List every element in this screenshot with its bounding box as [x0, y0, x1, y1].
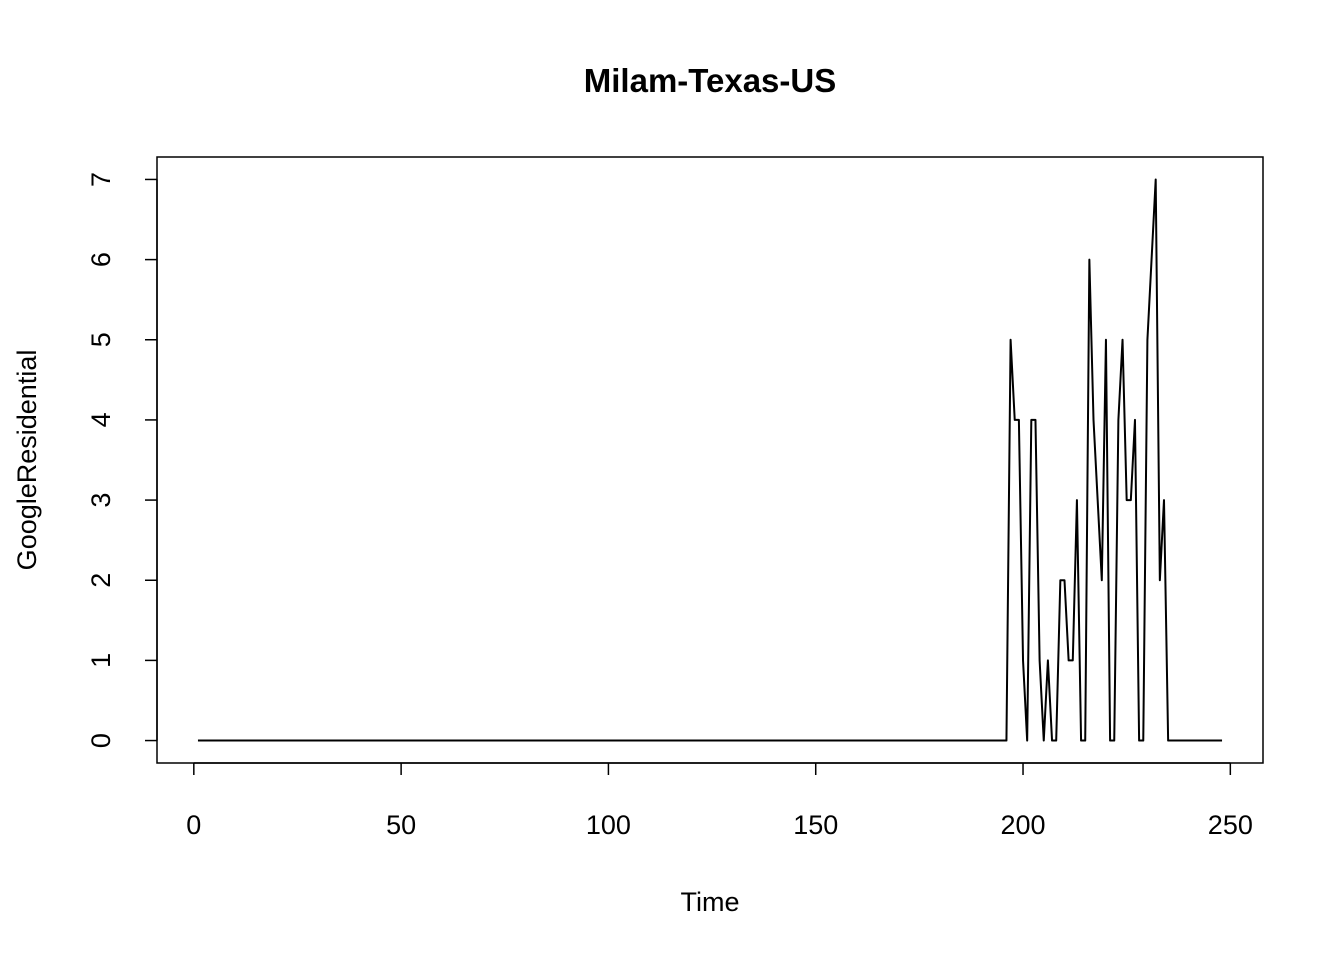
- y-tick-label: 3: [86, 493, 116, 508]
- y-tick-label: 1: [86, 653, 116, 668]
- y-tick-label: 4: [86, 412, 116, 427]
- y-tick-label: 6: [86, 252, 116, 267]
- x-tick-label: 100: [586, 810, 631, 840]
- data-line: [197, 178, 1223, 742]
- y-tick-label: 0: [86, 733, 116, 748]
- y-tick-label: 5: [86, 332, 116, 347]
- x-tick-label: 50: [386, 810, 416, 840]
- x-tick-label: 200: [1000, 810, 1045, 840]
- x-axis-label: Time: [681, 887, 740, 917]
- y-tick-label: 7: [86, 172, 116, 187]
- plot-box: [156, 156, 1264, 764]
- x-tick-label: 150: [793, 810, 838, 840]
- x-tick-label: 250: [1208, 810, 1253, 840]
- x-tick-label: 0: [186, 810, 201, 840]
- y-axis-label: GoogleResidential: [12, 350, 42, 571]
- chart-title: Milam-Texas-US: [584, 62, 836, 99]
- y-tick-label: 2: [86, 573, 116, 588]
